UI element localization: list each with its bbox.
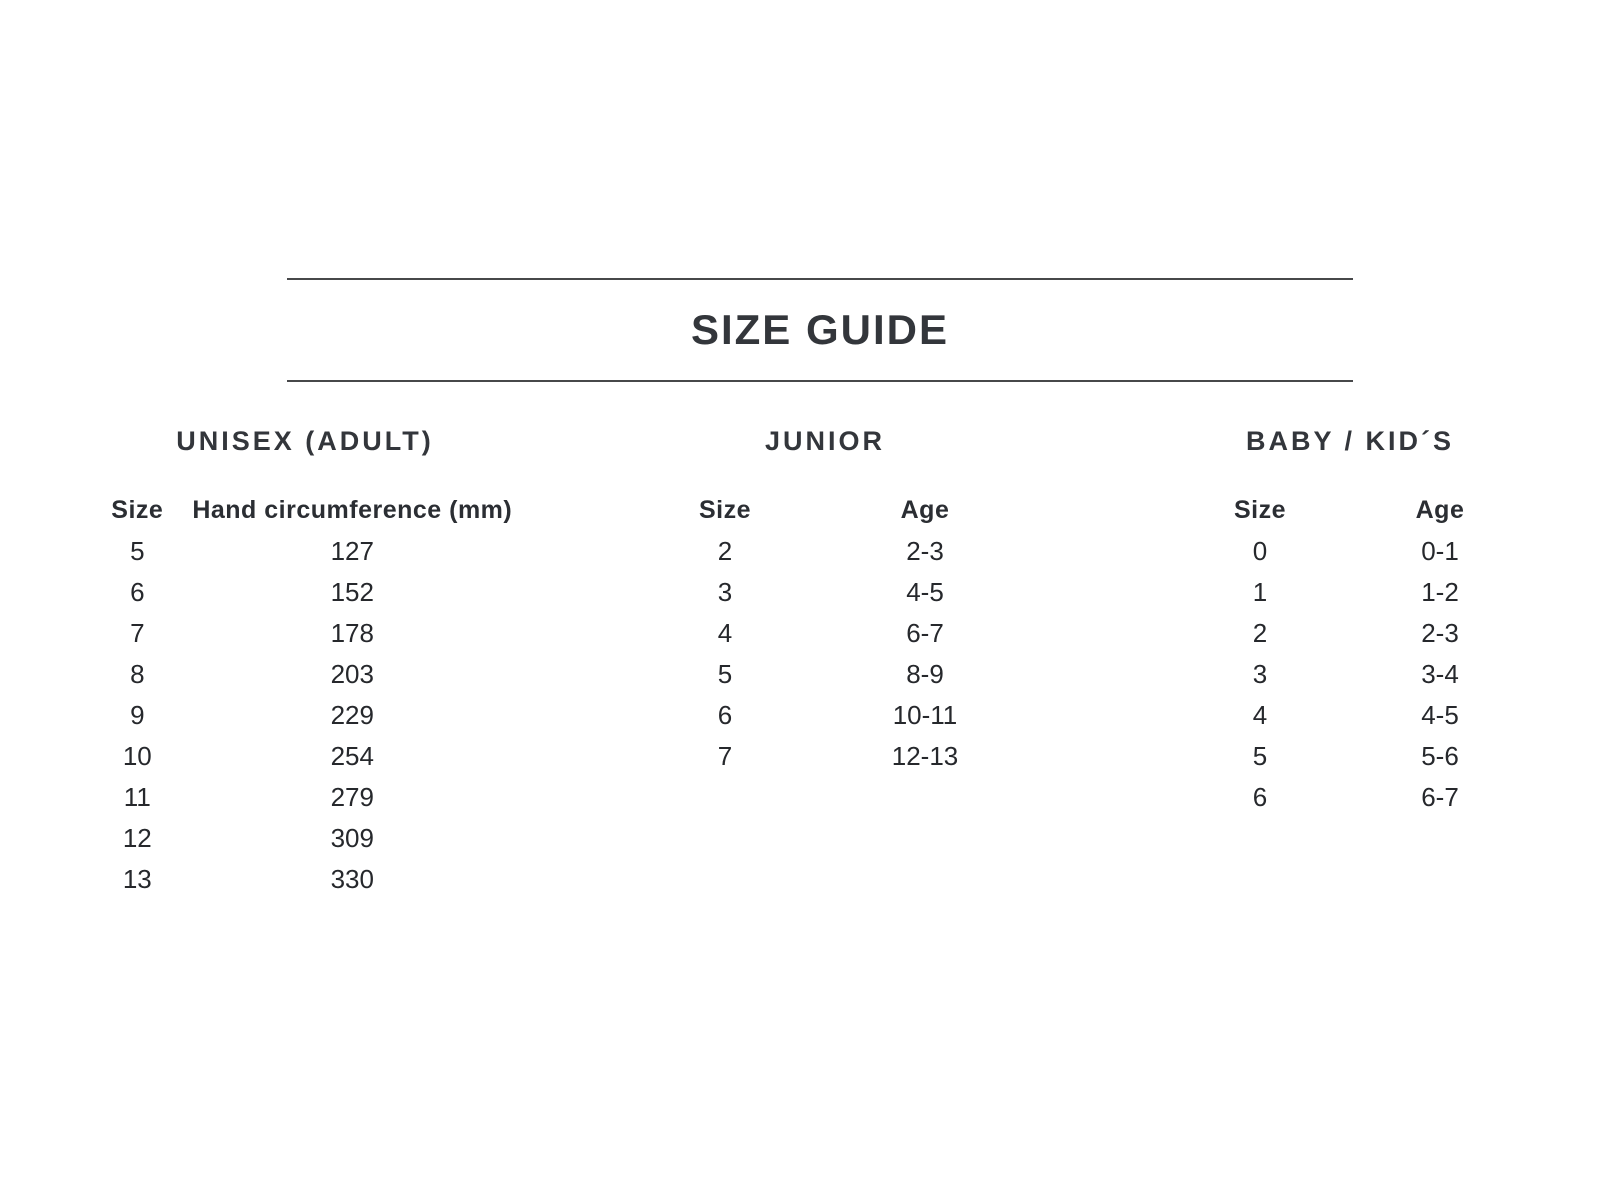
table-row: 5 5-6 — [1170, 736, 1530, 777]
table-row: 4 6-7 — [625, 613, 1025, 654]
table-cell: 5 — [1252, 741, 1268, 771]
table-cell: 5-6 — [1421, 741, 1459, 771]
table-cell: 3-4 — [1421, 659, 1459, 689]
table-row: 8 203 — [90, 654, 520, 695]
table-row: 7 12-13 — [625, 736, 1025, 777]
table-cell: 254 — [330, 741, 374, 771]
column-header-age: Age — [1415, 496, 1465, 524]
section-title-unisex-adult: UNISEX (ADULT) — [176, 426, 434, 456]
table-cell: 0 — [1252, 536, 1268, 566]
table-cell: 152 — [330, 577, 374, 607]
table-row: 5 127 — [90, 531, 520, 572]
table-row: 1 1-2 — [1170, 572, 1530, 613]
section-junior: JUNIOR Size Age 2 2-3 3 4-5 4 6-7 5 8-9 6 10-11 7 1… — [625, 425, 1025, 777]
table-cell: 6 — [130, 577, 145, 607]
table-cell: 12 — [122, 823, 152, 853]
table-row: 4 4-5 — [1170, 695, 1530, 736]
table-row: 2 2-3 — [1170, 613, 1530, 654]
table-cell: 6 — [717, 700, 733, 730]
table-cell: 330 — [330, 864, 374, 894]
table-row: 11 279 — [90, 777, 520, 818]
column-header-size: Size — [698, 496, 752, 524]
table-cell: 12-13 — [891, 741, 959, 771]
table-cell: 10 — [122, 741, 152, 771]
table-body: 5 127 6 152 7 178 8 203 9 229 10 254 11 279 12 309 13 330 — [90, 531, 520, 900]
table-header-row: Size Age — [625, 489, 1025, 531]
table-row: 7 178 — [90, 613, 520, 654]
table-header-row: Size Age — [1170, 489, 1530, 531]
table-row: 10 254 — [90, 736, 520, 777]
unisex-adult-table: Size Hand circumference (mm) 5 127 6 152 7 17… — [90, 489, 520, 900]
table-cell: 8-9 — [906, 659, 944, 689]
table-cell: 4 — [717, 618, 733, 648]
table-cell: 178 — [330, 618, 374, 648]
section-title-baby-kids: BABY / KID´S — [1245, 426, 1455, 456]
table-body: 2 2-3 3 4-5 4 6-7 5 8-9 6 10-11 7 12-13 — [625, 531, 1025, 777]
section-unisex-adult: UNISEX (ADULT) Size Hand circumference (… — [90, 425, 520, 900]
table-header-row: Size Hand circumference (mm) — [90, 489, 520, 531]
table-cell: 0-1 — [1421, 536, 1459, 566]
table-row: 6 10-11 — [625, 695, 1025, 736]
table-cell: 279 — [330, 782, 374, 812]
table-cell: 5 — [130, 536, 145, 566]
table-row: 6 152 — [90, 572, 520, 613]
table-row: 12 309 — [90, 818, 520, 859]
section-baby-kids: BABY / KID´S Size Age 0 0-1 1 1-2 2 2-3 3 3-4 4 4… — [1170, 425, 1530, 818]
table-cell: 6 — [1252, 782, 1268, 812]
table-cell: 9 — [130, 700, 145, 730]
table-row: 6 6-7 — [1170, 777, 1530, 818]
table-cell: 11 — [123, 782, 151, 812]
column-header-age: Age — [900, 496, 950, 524]
table-cell: 1-2 — [1421, 577, 1459, 607]
table-cell: 3 — [1252, 659, 1268, 689]
section-title-junior: JUNIOR — [764, 426, 885, 456]
table-cell: 7 — [717, 741, 733, 771]
table-row: 9 229 — [90, 695, 520, 736]
table-cell: 3 — [717, 577, 733, 607]
column-header-size: Size — [1233, 496, 1287, 524]
table-cell: 4-5 — [1421, 700, 1459, 730]
table-cell: 4 — [1252, 700, 1268, 730]
table-row: 0 0-1 — [1170, 531, 1530, 572]
table-cell: 1 — [1252, 577, 1268, 607]
table-row: 13 330 — [90, 859, 520, 900]
table-cell: 203 — [330, 659, 374, 689]
table-cell: 2-3 — [906, 536, 944, 566]
table-row: 5 8-9 — [625, 654, 1025, 695]
table-cell: 8 — [130, 659, 145, 689]
title-block: SIZE GUIDE — [287, 278, 1353, 382]
table-row: 2 2-3 — [625, 531, 1025, 572]
table-cell: 4-5 — [906, 577, 944, 607]
table-cell: 2-3 — [1421, 618, 1459, 648]
table-row: 3 4-5 — [625, 572, 1025, 613]
table-row: 3 3-4 — [1170, 654, 1530, 695]
table-cell: 309 — [330, 823, 374, 853]
table-cell: 5 — [717, 659, 733, 689]
table-cell: 10-11 — [892, 700, 958, 730]
table-cell: 13 — [122, 864, 152, 894]
table-cell: 6-7 — [1421, 782, 1459, 812]
table-cell: 229 — [330, 700, 374, 730]
column-header-hand-circumference: Hand circumference (mm) — [192, 496, 513, 524]
table-body: 0 0-1 1 1-2 2 2-3 3 3-4 4 4-5 5 5-6 6 6-7 — [1170, 531, 1530, 818]
table-cell: 127 — [330, 536, 374, 566]
page-title: SIZE GUIDE — [690, 306, 950, 353]
table-cell: 6-7 — [906, 618, 944, 648]
table-cell: 2 — [717, 536, 733, 566]
column-header-size: Size — [111, 496, 164, 524]
table-cell: 7 — [130, 618, 145, 648]
baby-kids-table: Size Age 0 0-1 1 1-2 2 2-3 3 3-4 4 4-5 5 5-6 6 6-7 — [1170, 489, 1530, 818]
junior-table: Size Age 2 2-3 3 4-5 4 6-7 5 8-9 6 10-11 7 12-13 — [625, 489, 1025, 777]
table-cell: 2 — [1252, 618, 1268, 648]
